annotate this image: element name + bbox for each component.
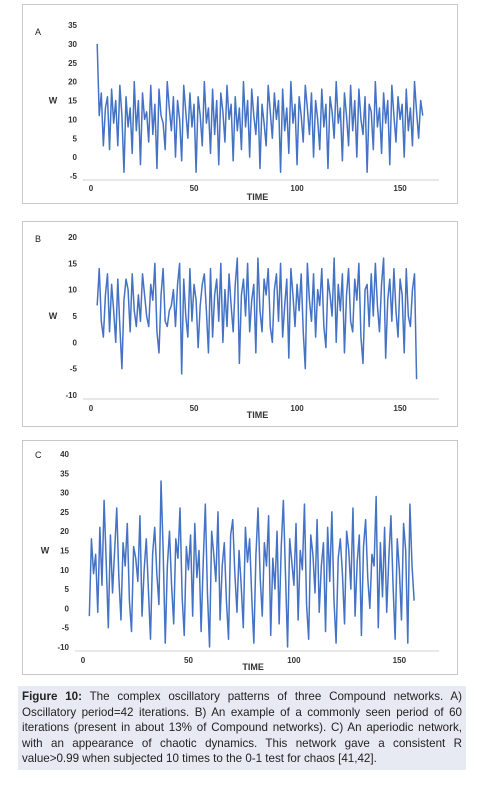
y-tick-label: 30 [60, 489, 69, 498]
series-line [96, 257, 418, 380]
y-tick-label: 10 [68, 286, 77, 295]
x-tick-label: 100 [287, 656, 301, 665]
x-tick-label: 0 [89, 404, 94, 413]
chart-panel-b: B -10 -5 0 5 10 15 20 0 50 100 150 W TIME [22, 221, 458, 427]
caption-text: The complex oscillatory patterns of thre… [22, 690, 463, 765]
x-tick-label: 150 [393, 404, 407, 413]
x-tick-label: 100 [290, 184, 304, 193]
y-tick-label: 20 [68, 78, 77, 87]
y-tick-label: -5 [62, 624, 70, 633]
y-axis-label: W [41, 546, 50, 556]
chart-a-svg: A -5 0 5 10 15 20 25 30 35 0 50 100 150 W TIME [35, 21, 439, 202]
y-tick-label: 0 [73, 153, 78, 162]
x-tick-label: 100 [290, 404, 304, 413]
series-line [96, 43, 424, 173]
y-axis-label: W [49, 96, 58, 106]
y-tick-label: -10 [57, 643, 69, 652]
x-tick-label: 0 [89, 184, 94, 193]
chart-b-svg: B -10 -5 0 5 10 15 20 0 50 100 150 W TIME [35, 233, 439, 420]
y-tick-label: 20 [60, 527, 69, 536]
y-tick-label: 20 [68, 233, 77, 242]
y-tick-label: 25 [60, 508, 69, 517]
y-tick-label: 0 [73, 338, 78, 347]
y-tick-label: 30 [68, 40, 77, 49]
figure-caption: Figure 10: The complex oscillatory patte… [18, 686, 466, 770]
panel-label: B [35, 234, 41, 244]
series-line [88, 480, 415, 648]
x-axis-label: TIME [247, 410, 269, 420]
y-tick-label: -5 [70, 172, 78, 181]
y-tick-label: 25 [68, 59, 77, 68]
y-tick-label: 35 [60, 469, 69, 478]
y-axis-label: W [49, 311, 58, 321]
caption-label: Figure 10: [22, 690, 82, 703]
y-tick-label: 35 [68, 21, 77, 30]
y-tick-label: 10 [60, 566, 69, 575]
x-tick-label: 50 [184, 656, 193, 665]
chart-panel-c: C -10 -5 0 5 10 15 20 25 30 35 40 0 50 100 150 W TIME [22, 440, 458, 675]
x-tick-label: 0 [81, 656, 86, 665]
y-tick-label: -10 [65, 391, 77, 400]
x-tick-label: 150 [393, 656, 407, 665]
x-axis-label: TIME [242, 662, 264, 672]
x-axis-label: TIME [247, 192, 269, 202]
chart-panel-a: A -5 0 5 10 15 20 25 30 35 0 50 100 150 W TIME [22, 4, 458, 204]
x-tick-label: 50 [190, 404, 199, 413]
y-tick-label: -5 [70, 365, 78, 374]
y-tick-label: 10 [68, 115, 77, 124]
x-tick-label: 50 [190, 184, 199, 193]
y-tick-label: 15 [68, 259, 77, 268]
x-tick-label: 150 [393, 184, 407, 193]
y-tick-label: 5 [73, 134, 78, 143]
panel-label: A [35, 27, 41, 37]
y-tick-label: 40 [60, 450, 69, 459]
y-tick-label: 15 [60, 547, 69, 556]
y-tick-label: 5 [65, 585, 70, 594]
panel-label: C [35, 450, 42, 460]
chart-c-svg: C -10 -5 0 5 10 15 20 25 30 35 40 0 50 100 150 W TIME [35, 450, 439, 672]
y-tick-label: 15 [68, 97, 77, 106]
y-tick-label: 0 [65, 604, 70, 613]
y-tick-label: 5 [73, 312, 78, 321]
